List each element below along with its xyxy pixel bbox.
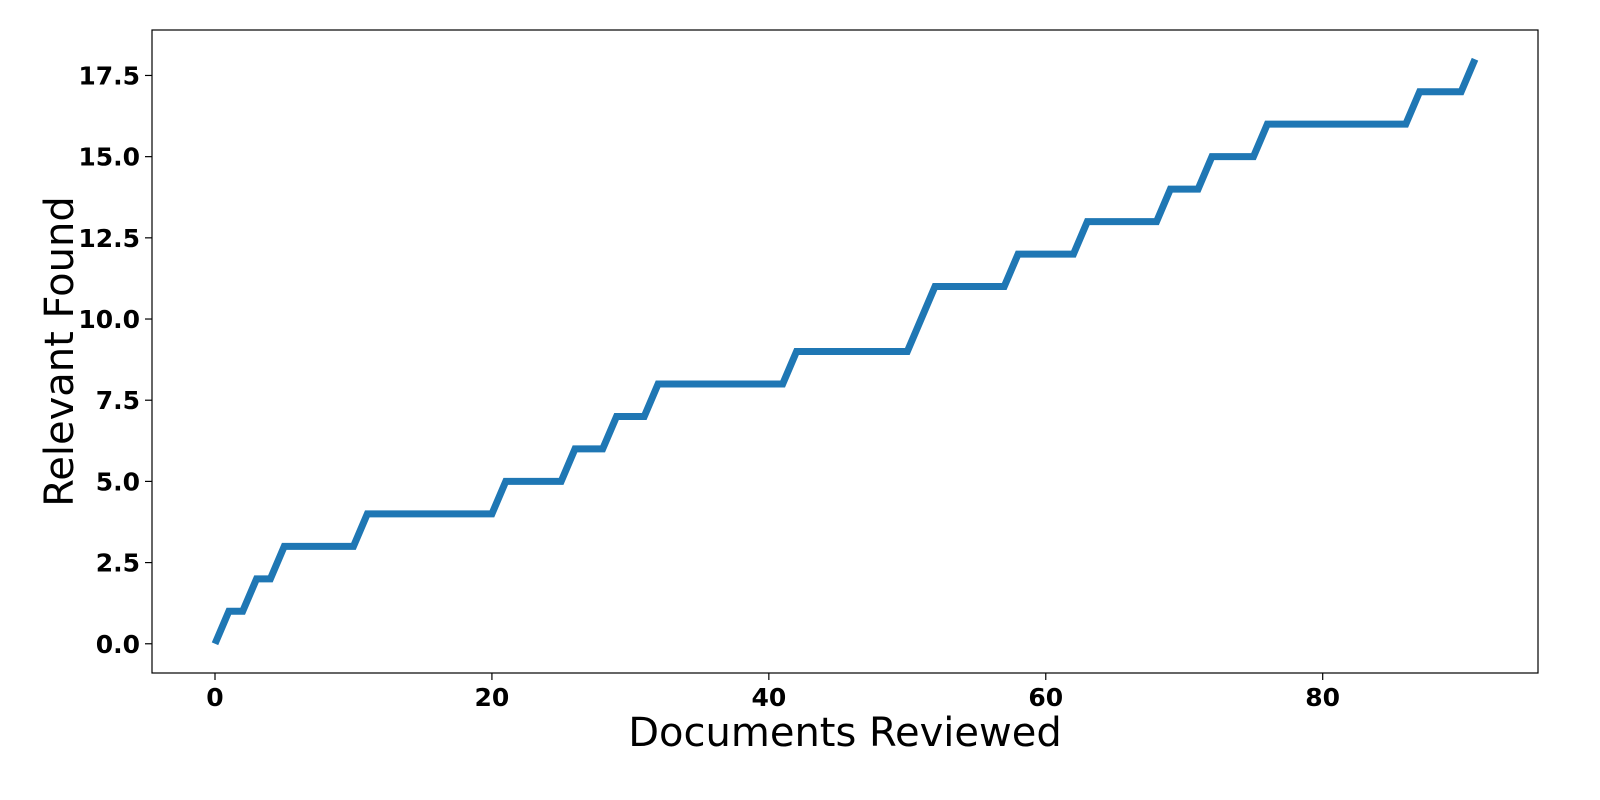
x-tick-label: 80	[1305, 683, 1340, 712]
y-axis-title: Relevant Found	[37, 196, 83, 506]
y-tick-label: 7.5	[96, 386, 140, 415]
y-tick-label: 12.5	[78, 224, 140, 253]
y-tick-label: 10.0	[78, 305, 140, 334]
x-tick-label: 20	[475, 683, 510, 712]
y-tick-label: 5.0	[96, 467, 140, 496]
x-tick-label: 0	[206, 683, 223, 712]
x-axis-title: Documents Reviewed	[628, 710, 1062, 756]
x-tick-label: 60	[1028, 683, 1063, 712]
series-line-0	[211, 57, 1479, 646]
y-axis-ticks: 0.0 2.5 5.0 7.5 10.0 12.5 15.0 17.5	[78, 61, 152, 659]
plot-frame	[151, 29, 1539, 674]
y-tick-label: 2.5	[96, 549, 140, 578]
plot-area	[151, 29, 1539, 674]
y-tick-label: 15.0	[78, 143, 140, 172]
x-axis-ticks: 0 20 40 60 80	[206, 673, 1340, 712]
y-tick-label: 17.5	[78, 61, 140, 90]
y-tick-label: 0.0	[96, 630, 140, 659]
x-tick-label: 40	[751, 683, 786, 712]
